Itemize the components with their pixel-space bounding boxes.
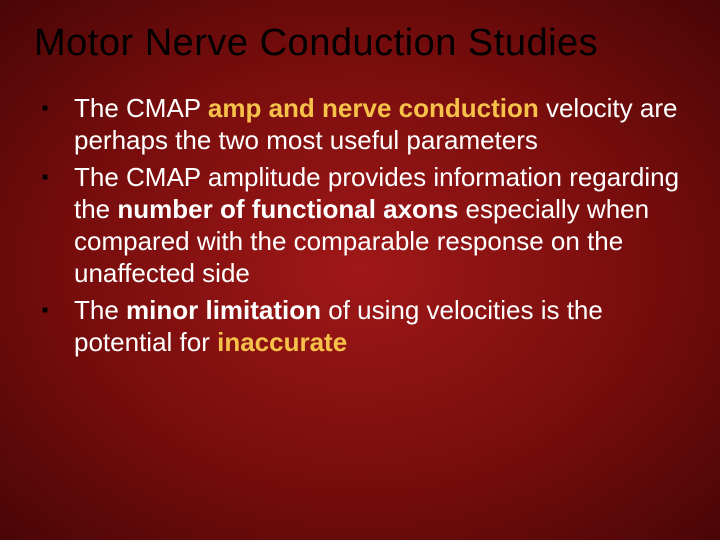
bullet-item: The CMAP amplitude provides information …	[42, 162, 686, 289]
text-run: inaccurate	[217, 327, 347, 357]
text-run: number of functional axons	[117, 194, 458, 224]
text-run: amp and nerve conduction	[208, 93, 539, 123]
slide: Motor Nerve Conduction Studies The CMAP …	[0, 0, 720, 540]
bullet-item: The CMAP amp and nerve conduction veloci…	[42, 93, 686, 156]
text-run: minor limitation	[126, 295, 321, 325]
bullet-item: The minor limitation of using velocities…	[42, 295, 686, 358]
slide-title: Motor Nerve Conduction Studies	[34, 22, 686, 65]
text-run: The	[74, 295, 126, 325]
bullet-list: The CMAP amp and nerve conduction veloci…	[34, 93, 686, 359]
text-run: The CMAP	[74, 93, 208, 123]
